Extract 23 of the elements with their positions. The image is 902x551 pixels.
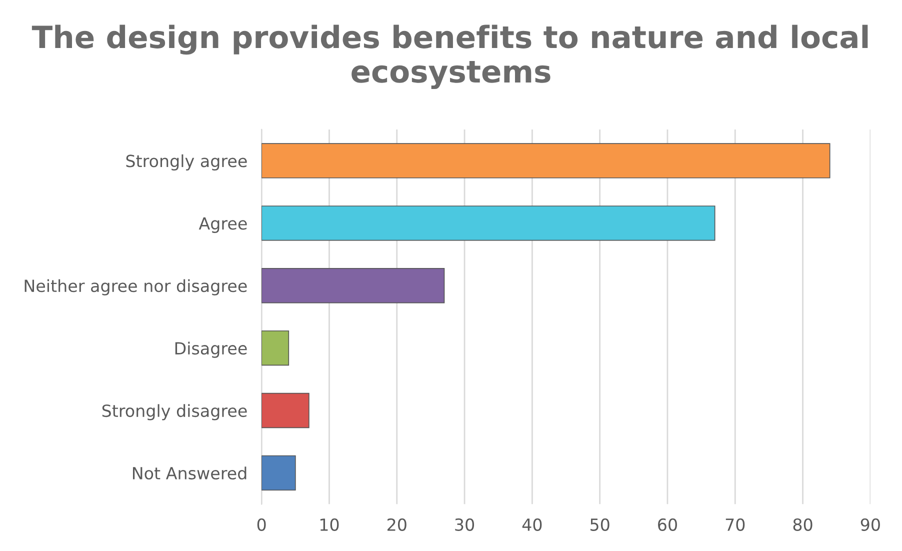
bar: [262, 143, 830, 178]
x-tick-label: 90: [860, 518, 880, 531]
chart-title: The design provides benefits to nature and local ecosystems: [32, 24, 868, 90]
bar: [262, 330, 290, 366]
x-tick-label: 20: [387, 518, 406, 531]
y-tick-label: Strongly agree: [126, 154, 247, 171]
bar: [262, 268, 445, 304]
bar: [262, 455, 296, 491]
x-tick-label: 50: [590, 518, 610, 531]
y-tick-label: Strongly disagree: [102, 404, 247, 420]
x-tick-label: 10: [320, 518, 339, 531]
x-tick-label: 70: [726, 518, 745, 531]
bar: [262, 206, 716, 241]
x-tick-label: 0: [257, 518, 266, 531]
y-tick-label: Disagree: [175, 342, 247, 358]
x-tick-label: 80: [793, 518, 812, 531]
y-tick-label: Not Answered: [132, 466, 246, 480]
y-tick-label: Agree: [198, 217, 247, 233]
x-tick-label: 30: [455, 518, 474, 531]
x-tick-label: 40: [522, 518, 542, 531]
y-tick-label: Neither agree nor disagree: [24, 279, 247, 296]
bar: [262, 392, 310, 428]
x-tick-label: 60: [658, 518, 677, 531]
